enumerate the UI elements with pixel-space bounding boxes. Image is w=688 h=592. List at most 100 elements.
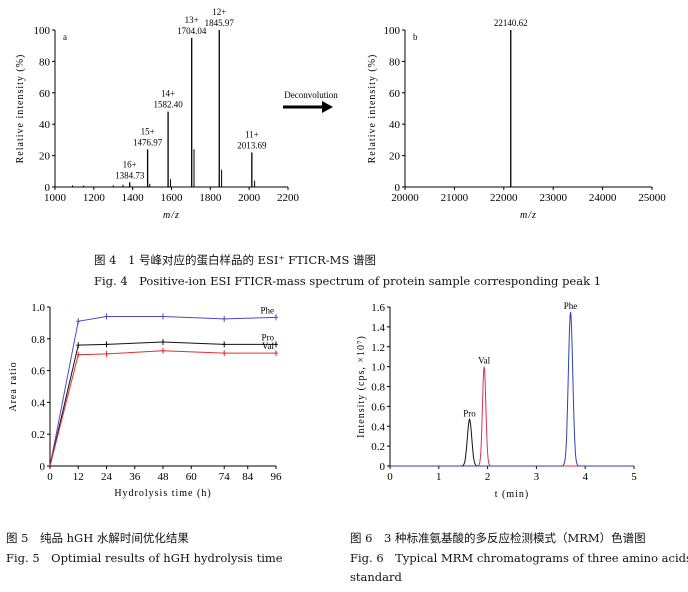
y-tick-label: 0.8 [31, 334, 45, 346]
x-axis-title: m/z [163, 210, 180, 221]
fig4-caption-en: Fig. 4 Positive-ion ESI FTICR-mass spect… [94, 274, 602, 288]
series-label-phe: Phe [261, 305, 275, 315]
x-tick-label: 36 [129, 471, 141, 483]
x-tick-label: 2 [485, 471, 491, 483]
y-tick-label: 0 [380, 461, 386, 473]
chart-2-axes: 0 12 24 36 48 60 74 84 96 0 0.2 0.4 0.6 0.8 1.0 Hydroly… [8, 302, 282, 499]
series-label-pro: Pro [261, 332, 274, 342]
peak-label: 1845.97 [205, 18, 235, 28]
peak-label: 13+ [185, 15, 199, 25]
peak-label: 1704.04 [177, 26, 207, 36]
series-line-pro [49, 341, 276, 467]
series-line-val [49, 350, 276, 467]
y-tick-label: 0 [45, 182, 51, 194]
deconvolution-label: Deconvolution [284, 90, 338, 100]
x-tick-label: 96 [271, 471, 283, 483]
x-tick-label: 21000 [441, 192, 469, 204]
chromatogram-phe [390, 311, 634, 467]
y-axis-title: Intensity (cps, ×10⁷) [356, 335, 367, 438]
peak-label-val: Val [478, 356, 490, 366]
peak-label: 2013.69 [237, 140, 267, 150]
y-tick-label: 0.6 [371, 401, 385, 413]
fig6-caption-en: Fig. 6 Typical MRM chromatograms of thre… [350, 551, 688, 565]
y-tick-label: 0.2 [371, 441, 385, 453]
x-tick-label: 74 [219, 471, 231, 483]
y-tick-label: 80 [389, 56, 401, 68]
x-tick-label: 25000 [638, 192, 666, 204]
x-tick-label: 4 [582, 471, 588, 483]
peak-label: 11+ [245, 129, 259, 139]
y-axis-title: Relative intensity (%) [367, 54, 378, 164]
chromatogram-pro [390, 417, 634, 467]
y-tick-label: 20 [389, 151, 401, 163]
y-axis-title: Relative intensity (%) [15, 54, 26, 164]
chart-3-axes: 0 1 2 3 4 5 0 0.2 0.4 0.6 0.8 1.0 1.2 1.4 1.6 t (min) In… [356, 302, 637, 500]
y-tick-label: 100 [34, 25, 51, 37]
y-tick-label: 20 [39, 151, 51, 163]
y-tick-label: 0.4 [31, 397, 45, 409]
chart-0-axes: 1000 1200 1400 1600 1800 2000 2200 0 20 40 60 80 100… [15, 25, 300, 221]
y-tick-label: 1.4 [371, 322, 385, 334]
x-tick-label: 0 [47, 471, 53, 483]
peak-label: 1476.97 [133, 137, 163, 147]
y-tick-label: 0.2 [31, 429, 45, 441]
peak-label: 16+ [123, 159, 137, 169]
y-tick-label: 1.2 [371, 342, 385, 354]
panel-label-b: b [413, 32, 418, 42]
x-tick-label: 5 [631, 471, 637, 483]
y-tick-label: 1.0 [371, 362, 385, 374]
x-tick-label: 23000 [539, 192, 567, 204]
peak-label: 1582.40 [153, 100, 183, 110]
x-tick-label: 48 [158, 471, 170, 483]
fig6-caption-cn: 图 6 3 种标准氨基酸的多反应检测模式（MRM）色谱图 [350, 531, 646, 545]
x-tick-label: 1000 [44, 192, 67, 204]
y-tick-label: 0 [40, 461, 46, 473]
chromatogram-val [390, 366, 634, 467]
x-tick-label: 22000 [490, 192, 518, 204]
x-tick-label: 24 [101, 471, 113, 483]
deconvolution-arrow: Deconvolution [283, 90, 338, 113]
x-tick-label: 60 [186, 471, 198, 483]
y-tick-label: 1.0 [31, 302, 45, 314]
y-tick-label: 40 [389, 119, 401, 131]
fig6-caption-en-line2: standard [350, 570, 402, 584]
peak-label: 14+ [161, 89, 175, 99]
x-tick-label: 1600 [161, 192, 184, 204]
fig4-caption-cn: 图 4 1 号峰对应的蛋白样品的 ESI⁺ FTICR-MS 谱图 [94, 253, 376, 267]
y-tick-label: 40 [39, 119, 51, 131]
x-tick-label: 84 [242, 471, 254, 483]
x-axis-title: m/z [520, 210, 537, 221]
x-axis-title: Hydrolysis time (h) [114, 488, 211, 499]
peak-label: 15+ [141, 126, 155, 136]
fig5-caption-cn: 图 5 纯品 hGH 水解时间优化结果 [6, 531, 189, 545]
peak-label: 22140.62 [494, 18, 528, 28]
y-tick-label: 60 [39, 88, 51, 100]
x-tick-label: 12 [73, 471, 84, 483]
chart-1-axes: 20000 21000 22000 23000 24000 25000 0 20 40 60 80 1… [367, 25, 666, 221]
x-tick-label: 2200 [277, 192, 300, 204]
y-tick-label: 60 [389, 88, 401, 100]
x-tick-label: 1800 [199, 192, 222, 204]
y-tick-label: 80 [39, 56, 51, 68]
y-tick-label: 0.8 [371, 382, 385, 394]
peak-label-phe: Phe [564, 301, 578, 311]
peak-label-pro: Pro [463, 408, 476, 418]
peak-label: 1384.73 [115, 170, 145, 180]
x-tick-label: 20000 [391, 192, 419, 204]
x-tick-label: 3 [534, 471, 540, 483]
y-tick-label: 1.6 [371, 302, 385, 314]
y-tick-label: 0 [395, 182, 401, 194]
fig5-caption-en: Fig. 5 Optimial results of hGH hydrolysi… [6, 551, 283, 565]
y-tick-label: 0.6 [31, 366, 45, 378]
peak-label: 12+ [212, 7, 226, 17]
series-label-val: Val [262, 341, 274, 351]
x-tick-label: 1200 [83, 192, 106, 204]
y-tick-label: 0.4 [371, 421, 385, 433]
x-tick-label: 24000 [589, 192, 617, 204]
y-axis-title: Area ratio [8, 361, 19, 411]
x-axis-title: t (min) [495, 489, 530, 500]
panel-label-a: a [63, 32, 67, 42]
y-tick-label: 100 [384, 25, 401, 37]
x-tick-label: 2000 [238, 192, 261, 204]
